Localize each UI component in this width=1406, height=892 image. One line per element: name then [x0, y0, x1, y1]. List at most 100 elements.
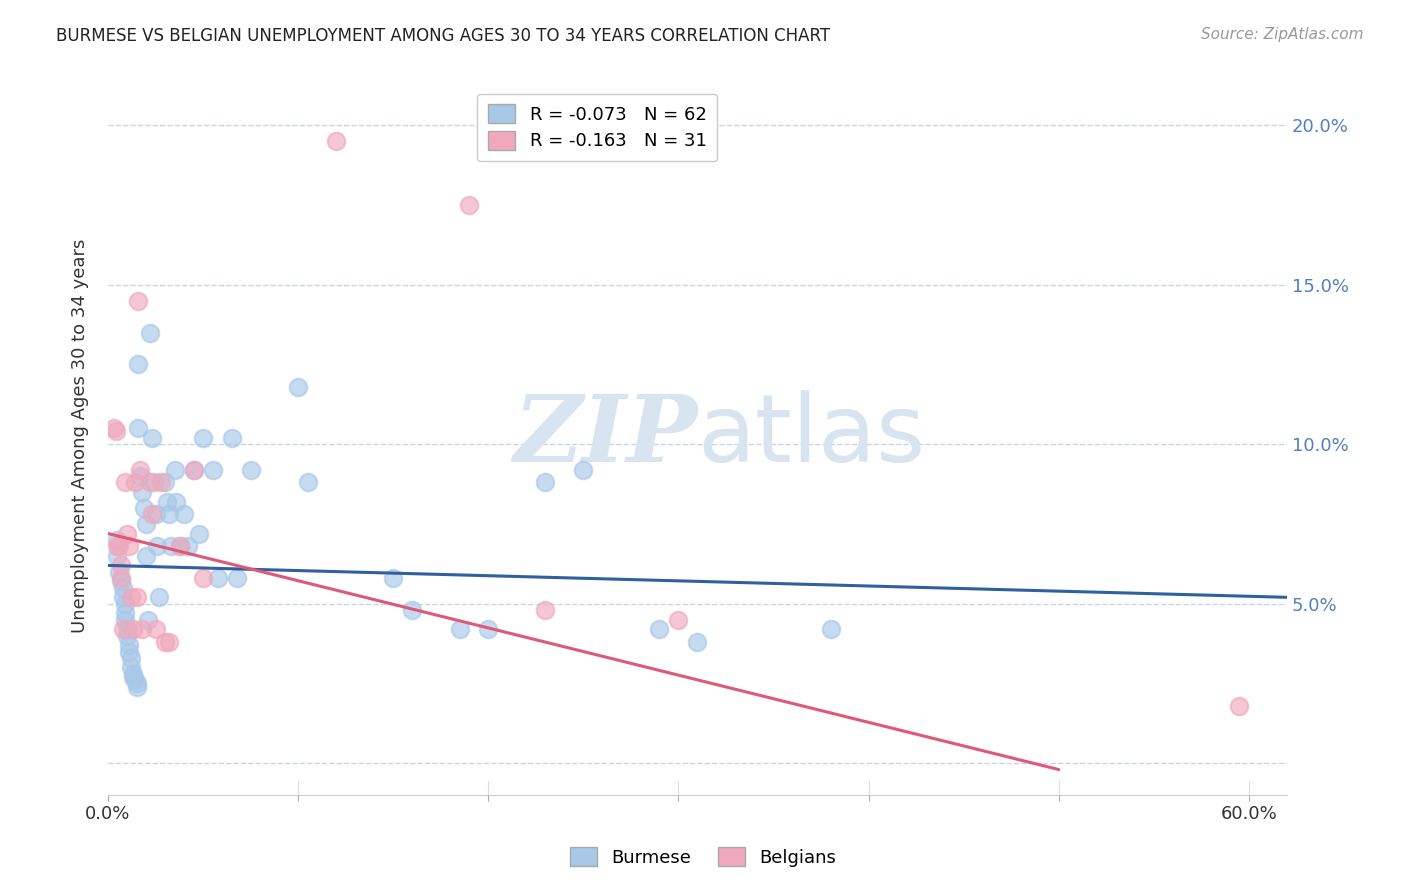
Point	[163, 463, 186, 477]
Point	[221, 431, 243, 445]
Point	[188, 526, 211, 541]
Point	[239, 463, 262, 477]
Point	[115, 629, 138, 643]
Point	[124, 673, 146, 688]
Point	[297, 475, 319, 490]
Point	[107, 549, 129, 563]
Point	[114, 607, 136, 621]
Point	[668, 613, 690, 627]
Legend: Burmese, Belgians: Burmese, Belgians	[562, 840, 844, 874]
Point	[382, 571, 405, 585]
Point	[401, 603, 423, 617]
Point	[135, 516, 157, 531]
Point	[477, 622, 499, 636]
Point	[110, 574, 132, 589]
Point	[145, 622, 167, 636]
Point	[125, 676, 148, 690]
Point	[142, 475, 165, 490]
Point	[534, 475, 557, 490]
Point	[118, 638, 141, 652]
Legend: R = -0.073   N = 62, R = -0.163   N = 31: R = -0.073 N = 62, R = -0.163 N = 31	[477, 94, 717, 161]
Point	[226, 571, 249, 585]
Point	[287, 380, 309, 394]
Point	[207, 571, 229, 585]
Point	[131, 485, 153, 500]
Point	[125, 591, 148, 605]
Point	[107, 533, 129, 547]
Point	[146, 539, 169, 553]
Point	[325, 134, 347, 148]
Point	[136, 613, 159, 627]
Point	[648, 622, 671, 636]
Point	[108, 539, 131, 553]
Point	[177, 539, 200, 553]
Point	[127, 358, 149, 372]
Point	[114, 475, 136, 490]
Point	[118, 644, 141, 658]
Point	[150, 475, 173, 490]
Point	[169, 539, 191, 553]
Point	[120, 651, 142, 665]
Point	[114, 597, 136, 611]
Text: BURMESE VS BELGIAN UNEMPLOYMENT AMONG AGES 30 TO 34 YEARS CORRELATION CHART: BURMESE VS BELGIAN UNEMPLOYMENT AMONG AG…	[56, 27, 831, 45]
Point	[131, 622, 153, 636]
Point	[139, 326, 162, 340]
Point	[127, 421, 149, 435]
Text: atlas: atlas	[697, 391, 925, 483]
Point	[103, 421, 125, 435]
Point	[191, 431, 214, 445]
Point	[112, 622, 135, 636]
Point	[110, 571, 132, 585]
Point	[125, 680, 148, 694]
Point	[112, 581, 135, 595]
Point	[534, 603, 557, 617]
Point	[108, 565, 131, 579]
Point	[141, 508, 163, 522]
Point	[129, 469, 152, 483]
Point	[165, 494, 187, 508]
Point	[145, 508, 167, 522]
Point	[156, 494, 179, 508]
Point	[115, 622, 138, 636]
Point	[183, 463, 205, 477]
Point	[686, 635, 709, 649]
Point	[134, 501, 156, 516]
Point	[141, 431, 163, 445]
Point	[449, 622, 471, 636]
Point	[121, 622, 143, 636]
Text: ZIP: ZIP	[513, 392, 697, 482]
Point	[135, 549, 157, 563]
Point	[107, 539, 129, 553]
Point	[114, 613, 136, 627]
Point	[153, 635, 176, 649]
Point	[148, 591, 170, 605]
Text: Source: ZipAtlas.com: Source: ZipAtlas.com	[1201, 27, 1364, 42]
Point	[572, 463, 595, 477]
Point	[120, 591, 142, 605]
Point	[169, 539, 191, 553]
Point	[173, 508, 195, 522]
Point	[820, 622, 842, 636]
Point	[153, 475, 176, 490]
Point	[183, 463, 205, 477]
Point	[201, 463, 224, 477]
Point	[110, 558, 132, 573]
Y-axis label: Unemployment Among Ages 30 to 34 years: Unemployment Among Ages 30 to 34 years	[72, 239, 89, 633]
Point	[1229, 698, 1251, 713]
Point	[159, 539, 181, 553]
Point	[127, 293, 149, 308]
Point	[157, 635, 180, 649]
Point	[124, 475, 146, 490]
Point	[191, 571, 214, 585]
Point	[157, 508, 180, 522]
Point	[115, 526, 138, 541]
Point	[129, 463, 152, 477]
Point	[139, 475, 162, 490]
Point	[458, 198, 481, 212]
Point	[104, 425, 127, 439]
Point	[121, 670, 143, 684]
Point	[120, 660, 142, 674]
Point	[121, 666, 143, 681]
Point	[112, 591, 135, 605]
Point	[118, 539, 141, 553]
